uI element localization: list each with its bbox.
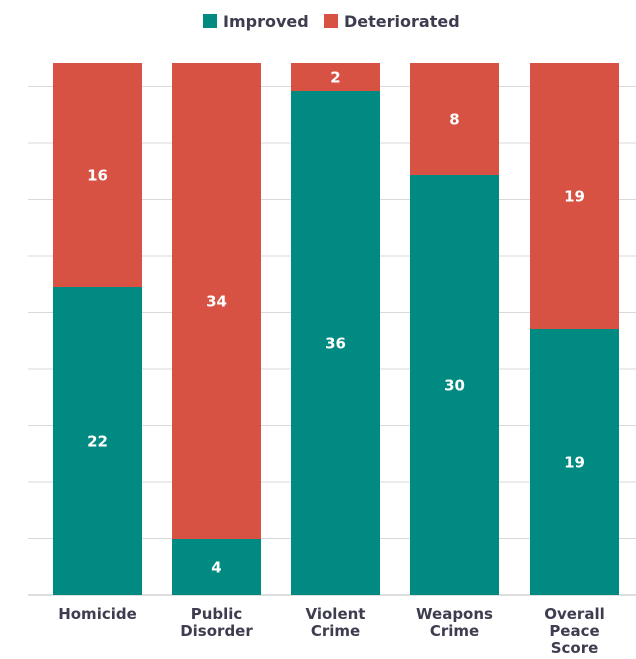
x-tick-label-overall-peace-score: Peace xyxy=(549,622,599,640)
x-tick-label-weapons-crime: Crime xyxy=(430,622,479,640)
bar-weapons-crime-improved xyxy=(410,175,499,595)
x-tick-label-public-disorder: Public xyxy=(191,605,243,623)
data-label-public-disorder-improved: 4 xyxy=(211,559,221,577)
x-tick-label-violent-crime: Crime xyxy=(311,622,360,640)
legend-label-improved: Improved xyxy=(223,12,309,31)
legend: Improved Deteriorated xyxy=(203,12,460,31)
x-axis-tick-labels: Homicide PublicDisorderViolentCrimeWeapon… xyxy=(58,605,605,657)
bar-public-disorder-improved xyxy=(172,539,261,595)
legend-swatch-deteriorated xyxy=(324,14,338,28)
bar-homicide-deteriorated xyxy=(53,63,142,287)
bar-homicide-improved xyxy=(53,287,142,595)
x-tick-label-violent-crime: Violent xyxy=(306,605,366,623)
data-label-overall-peace-score-improved: 19 xyxy=(564,454,585,472)
x-tick-label-overall-peace-score: Score xyxy=(551,639,599,657)
data-labels: 22 16 4 34 36 2 30 8 19 19 xyxy=(87,69,585,577)
bar-violent-crime-improved xyxy=(291,91,380,595)
data-label-weapons-crime-improved: 30 xyxy=(444,377,465,395)
x-tick-label-weapons-crime: Weapons xyxy=(416,605,493,623)
data-label-homicide-improved: 22 xyxy=(87,433,108,451)
bar-overall-peace-score-deteriorated xyxy=(530,63,619,329)
bar-public-disorder-deteriorated xyxy=(172,63,261,539)
data-label-violent-crime-deteriorated: 2 xyxy=(330,69,340,87)
data-label-weapons-crime-deteriorated: 8 xyxy=(449,111,459,129)
legend-swatch-improved xyxy=(203,14,217,28)
legend-label-deteriorated: Deteriorated xyxy=(344,12,460,31)
x-tick-label-overall-peace-score: Overall xyxy=(544,605,605,623)
bar-violent-crime-deteriorated xyxy=(291,63,380,91)
bars xyxy=(53,63,619,595)
x-tick-label-public-disorder: Disorder xyxy=(180,622,253,640)
x-tick-label-homicide: Homicide xyxy=(58,605,137,623)
bar-overall-peace-score-improved xyxy=(530,329,619,595)
bar-weapons-crime-deteriorated xyxy=(410,63,499,175)
data-label-homicide-deteriorated: 16 xyxy=(87,167,108,185)
data-label-overall-peace-score-deteriorated: 19 xyxy=(564,188,585,206)
data-label-public-disorder-deteriorated: 34 xyxy=(206,293,227,311)
data-label-violent-crime-improved: 36 xyxy=(325,335,346,353)
